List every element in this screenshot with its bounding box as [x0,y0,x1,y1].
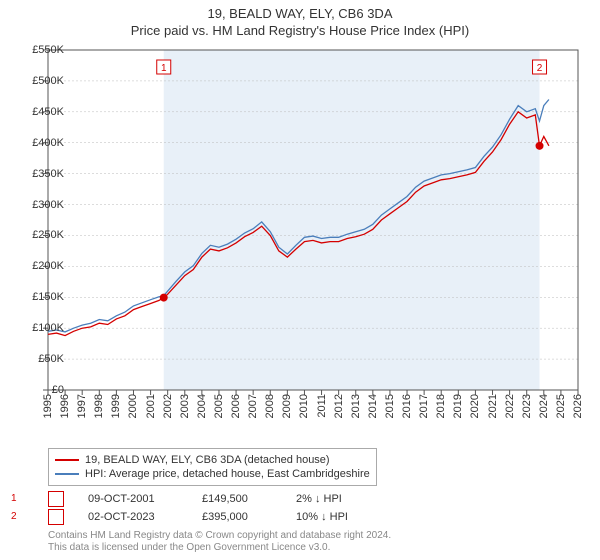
sale-price-2: £395,000 [202,511,272,523]
y-tick-label: £150K [32,291,64,303]
chart-svg: 12 [48,50,578,390]
chart-area: 12 [48,50,578,390]
x-tick-label: 2001 [145,394,157,418]
y-tick-label: £300K [32,199,64,211]
y-tick-label: £100K [32,322,64,334]
x-tick-label: 2022 [504,394,516,418]
footnote-line2: This data is licensed under the Open Gov… [48,542,391,554]
sale-date-2: 02-OCT-2023 [88,511,178,523]
sale-row-2: 2 02-OCT-2023 £395,000 10% ↓ HPI [48,508,348,526]
x-tick-label: 2015 [384,394,396,418]
footnote: Contains HM Land Registry data © Crown c… [48,530,391,554]
svg-text:1: 1 [161,63,167,74]
x-tick-label: 2013 [350,394,362,418]
title-subtitle: Price paid vs. HM Land Registry's House … [0,23,600,38]
x-tick-label: 2021 [487,394,499,418]
x-tick-label: 1995 [42,394,54,418]
x-tick-label: 2016 [401,394,413,418]
sale-rows: 1 09-OCT-2001 £149,500 2% ↓ HPI 2 02-OCT… [48,490,348,526]
x-tick-label: 2018 [435,394,447,418]
x-tick-label: 2000 [127,394,139,418]
footnote-line1: Contains HM Land Registry data © Crown c… [48,530,391,542]
x-tick-label: 2026 [572,394,584,418]
legend: 19, BEALD WAY, ELY, CB6 3DA (detached ho… [48,448,377,486]
svg-text:2: 2 [537,63,543,74]
y-tick-label: £400K [32,137,64,149]
y-tick-label: £550K [32,44,64,56]
title-address: 19, BEALD WAY, ELY, CB6 3DA [0,6,600,21]
x-tick-label: 1999 [110,394,122,418]
x-tick-label: 2009 [281,394,293,418]
titles: 19, BEALD WAY, ELY, CB6 3DA Price paid v… [0,0,600,38]
x-tick-label: 1998 [93,394,105,418]
legend-label-hpi: HPI: Average price, detached house, East… [85,467,370,481]
x-tick-label: 2019 [452,394,464,418]
sale-row-1: 1 09-OCT-2001 £149,500 2% ↓ HPI [48,490,348,508]
y-tick-label: £50K [38,353,64,365]
legend-swatch-subject [55,459,79,461]
x-tick-label: 2004 [196,394,208,418]
legend-swatch-hpi [55,473,79,475]
sale-diff-1: 2% ↓ HPI [296,493,342,505]
x-tick-label: 2025 [555,394,567,418]
x-tick-label: 2023 [521,394,533,418]
sale-badge-1: 1 [48,491,64,507]
x-tick-label: 2010 [298,394,310,418]
x-tick-label: 1996 [59,394,71,418]
sale-date-1: 09-OCT-2001 [88,493,178,505]
x-tick-label: 2005 [213,394,225,418]
sale-price-1: £149,500 [202,493,272,505]
y-tick-label: £250K [32,229,64,241]
x-tick-label: 2020 [469,394,481,418]
y-tick-label: £200K [32,260,64,272]
y-tick-label: £350K [32,168,64,180]
y-tick-label: £500K [32,75,64,87]
x-tick-label: 2024 [538,394,550,418]
legend-row-subject: 19, BEALD WAY, ELY, CB6 3DA (detached ho… [55,453,370,467]
chart-container: 19, BEALD WAY, ELY, CB6 3DA Price paid v… [0,0,600,560]
x-tick-label: 1997 [76,394,88,418]
x-tick-label: 2002 [162,394,174,418]
sale-badge-2: 2 [48,509,64,525]
x-tick-label: 2017 [418,394,430,418]
y-tick-label: £450K [32,106,64,118]
x-tick-label: 2014 [367,394,379,418]
x-tick-label: 2003 [179,394,191,418]
x-tick-label: 2011 [316,394,328,418]
x-tick-label: 2008 [264,394,276,418]
legend-label-subject: 19, BEALD WAY, ELY, CB6 3DA (detached ho… [85,453,330,467]
sale-diff-2: 10% ↓ HPI [296,511,348,523]
x-tick-label: 2006 [230,394,242,418]
legend-row-hpi: HPI: Average price, detached house, East… [55,467,370,481]
x-tick-label: 2012 [333,394,345,418]
x-tick-label: 2007 [247,394,259,418]
